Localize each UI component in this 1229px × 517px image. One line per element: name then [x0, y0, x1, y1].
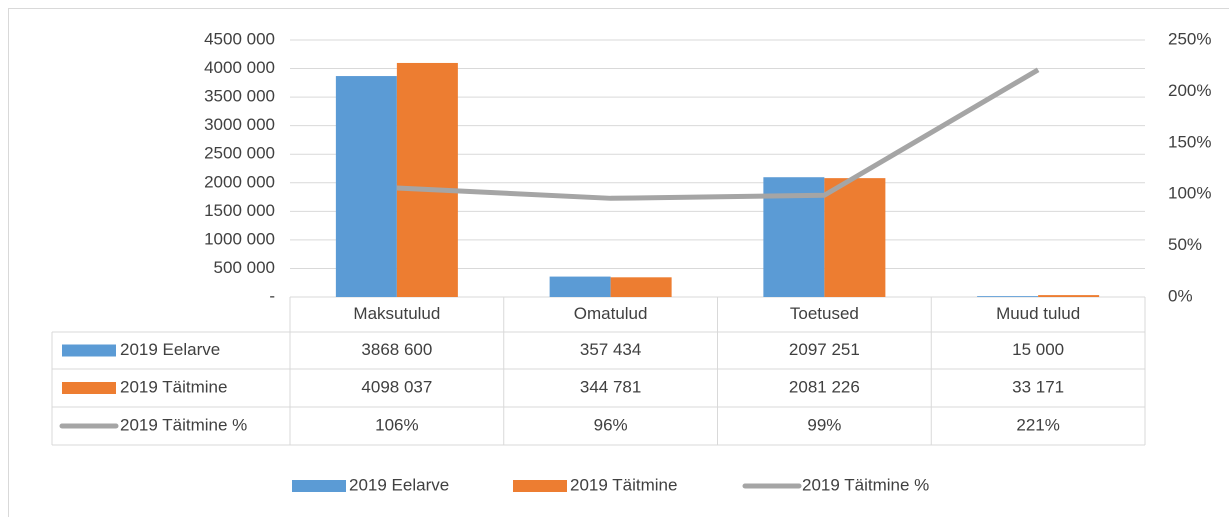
bar — [396, 62, 458, 297]
table-value: 344 781 — [580, 377, 641, 396]
table-value: 15 000 — [1012, 340, 1064, 359]
bar — [977, 296, 1039, 297]
y2-tick-label: 150% — [1168, 132, 1211, 151]
y-tick-label: 2000 000 — [204, 172, 275, 191]
line — [396, 67, 1040, 201]
bar — [610, 277, 672, 297]
category-label: Omatulud — [574, 304, 648, 323]
y2-tick-label: 200% — [1168, 81, 1211, 100]
table-value: 2081 226 — [789, 377, 860, 396]
bar — [824, 178, 886, 297]
table-value: 96% — [594, 415, 628, 434]
y-tick-label: 500 000 — [214, 258, 275, 277]
table-value: 221% — [1016, 415, 1059, 434]
y-tick-label: - — [269, 286, 275, 305]
table-value: 357 434 — [580, 340, 641, 359]
table-value: 4098 037 — [361, 377, 432, 396]
table-value: 99% — [807, 415, 841, 434]
y2-tick-label: 250% — [1168, 29, 1211, 48]
legend-label: 2019 Täitmine % — [802, 475, 929, 494]
y-tick-label: 1500 000 — [204, 201, 275, 220]
y2-tick-label: 0% — [1168, 286, 1193, 305]
y-tick-label: 2500 000 — [204, 144, 275, 163]
legend-key — [292, 480, 346, 492]
category-label: Toetused — [790, 304, 859, 323]
table-value: 3868 600 — [361, 340, 432, 359]
legend-key — [513, 480, 567, 492]
y2-tick-label: 100% — [1168, 184, 1211, 203]
y2-tick-label: 50% — [1168, 235, 1202, 254]
chart-area — [8, 8, 1229, 517]
table-row-label: 2019 Täitmine % — [120, 415, 247, 434]
table-legend-key — [62, 382, 116, 394]
y-tick-label: 3500 000 — [204, 87, 275, 106]
table-row-label: 2019 Täitmine — [120, 377, 227, 396]
legend-label: 2019 Täitmine — [570, 475, 677, 494]
table-row-label: 2019 Eelarve — [120, 340, 220, 359]
y-tick-label: 4500 000 — [204, 29, 275, 48]
table-value: 106% — [375, 415, 418, 434]
y-tick-label: 1000 000 — [204, 229, 275, 248]
bar — [1038, 295, 1100, 297]
bar — [549, 276, 611, 297]
category-label: Muud tulud — [996, 304, 1080, 323]
table-value: 2097 251 — [789, 340, 860, 359]
y-tick-label: 4000 000 — [204, 58, 275, 77]
bar — [335, 76, 397, 297]
table-legend-key — [62, 344, 116, 357]
legend-label: 2019 Eelarve — [349, 475, 449, 494]
category-label: Maksutulud — [353, 304, 440, 323]
table-value: 33 171 — [1012, 377, 1064, 396]
y-tick-label: 3000 000 — [204, 115, 275, 134]
